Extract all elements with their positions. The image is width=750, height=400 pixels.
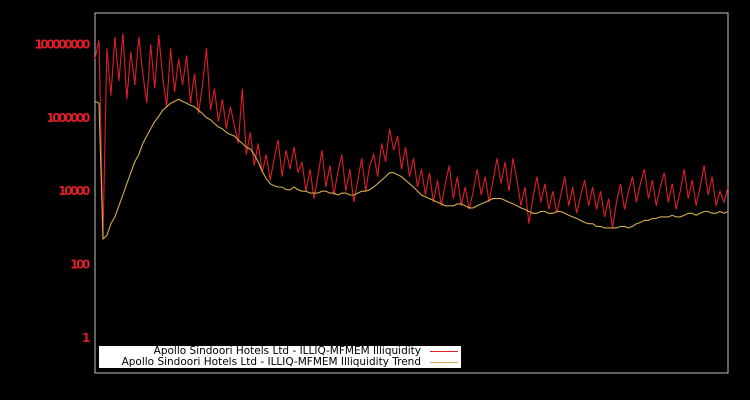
y-tick-label-1: 1 — [82, 331, 90, 345]
y-tick-label-100: 100 — [70, 258, 90, 272]
y-axis-tick-labels: 1 100 10000 1000000 100000000 — [34, 37, 92, 345]
legend-entry-trend: Apollo Sindoori Hotels Ltd - ILLIQ-MFMEM… — [99, 357, 461, 368]
legend-label-trend: Apollo Sindoori Hotels Ltd - ILLIQ-MFMEM… — [121, 356, 421, 368]
illiquidity-trend-line — [94, 98, 729, 241]
legend-label-illiquidity: Apollo Sindoori Hotels Ltd - ILLIQ-MFMEM… — [153, 345, 421, 357]
legend-line-sample-gold — [430, 362, 458, 363]
y-tick-label-10000: 10000 — [58, 184, 90, 198]
illiquidity-line — [94, 33, 729, 238]
chart-legend: Apollo Sindoori Hotels Ltd - ILLIQ-MFMEM… — [99, 346, 461, 368]
legend-line-sample-red — [430, 351, 458, 352]
plot-border — [94, 12, 729, 374]
y-tick-label-100000000: 100000000 — [34, 37, 90, 51]
series-lines — [94, 33, 729, 241]
legend-entry-illiquidity: Apollo Sindoori Hotels Ltd - ILLIQ-MFMEM… — [99, 346, 461, 357]
y-tick-label-1000000: 1000000 — [46, 111, 90, 125]
